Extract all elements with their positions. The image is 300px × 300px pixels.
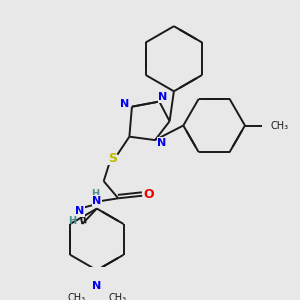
Text: N: N — [157, 138, 167, 148]
Text: N: N — [92, 280, 101, 291]
Text: CH₃: CH₃ — [271, 121, 289, 130]
Text: CH₃: CH₃ — [67, 292, 85, 300]
Text: N: N — [75, 206, 84, 216]
Text: N: N — [158, 92, 167, 102]
Text: O: O — [144, 188, 154, 201]
Text: H: H — [91, 189, 99, 199]
Text: N: N — [92, 196, 101, 206]
Text: S: S — [108, 152, 117, 165]
Text: CH₃: CH₃ — [108, 292, 126, 300]
Text: H: H — [68, 216, 76, 226]
Text: N: N — [121, 99, 130, 109]
